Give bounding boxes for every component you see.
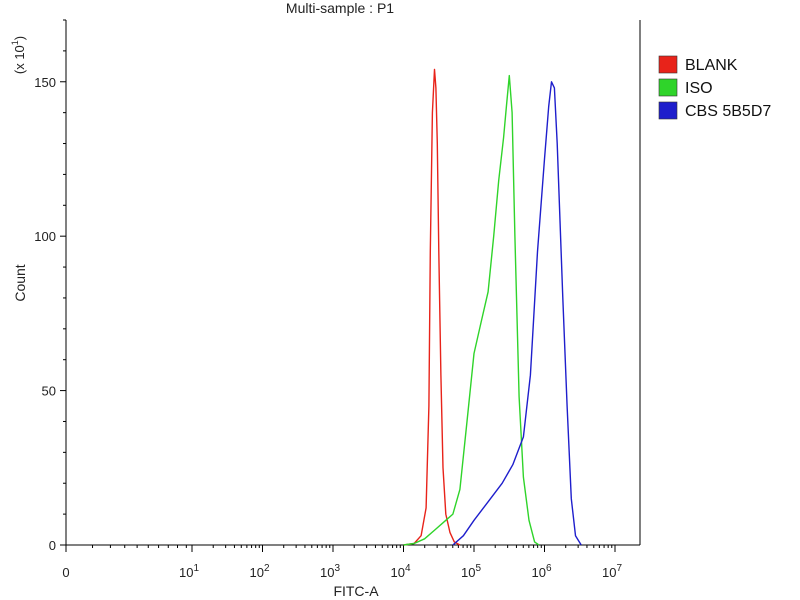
plot-frame — [65, 20, 641, 546]
x-tick-label: 101 — [179, 563, 199, 580]
y-multiplier: (x 101) — [10, 36, 27, 74]
series-line-cbs-5b5d7 — [452, 81, 582, 546]
series-line-iso — [403, 74, 540, 546]
legend-label: CBS 5B5D7 — [685, 103, 771, 120]
legend-label: ISO — [685, 80, 713, 97]
x-tick-label: 102 — [249, 563, 269, 580]
legend-swatch — [658, 55, 678, 74]
x-tick-label: 0 — [62, 565, 69, 580]
legend-swatch — [658, 101, 678, 120]
legend-swatch — [658, 78, 678, 97]
y-axis: 0 50 100 150 — [34, 19, 66, 553]
series-line-blank — [403, 68, 461, 546]
chart-title: Multi-sample : P1 — [286, 0, 394, 16]
x-axis-label: FITC-A — [333, 583, 379, 599]
y-tick-label: 150 — [34, 75, 56, 90]
y-tick-label: 100 — [34, 229, 56, 244]
series-group — [403, 68, 582, 546]
x-tick-label: 105 — [461, 563, 481, 580]
legend-label: BLANK — [685, 57, 738, 74]
x-axis: 0 101 102 103 104 105 106 107 — [62, 545, 622, 580]
y-tick-label: 50 — [42, 384, 56, 399]
legend: BLANK ISO CBS 5B5D7 — [658, 55, 771, 120]
x-tick-label: 103 — [320, 563, 340, 580]
y-axis-label: Count — [12, 264, 28, 301]
y-tick-label: 0 — [49, 538, 56, 553]
x-tick-label: 107 — [602, 563, 622, 580]
x-tick-label: 106 — [531, 563, 551, 580]
x-tick-label: 104 — [390, 563, 410, 580]
